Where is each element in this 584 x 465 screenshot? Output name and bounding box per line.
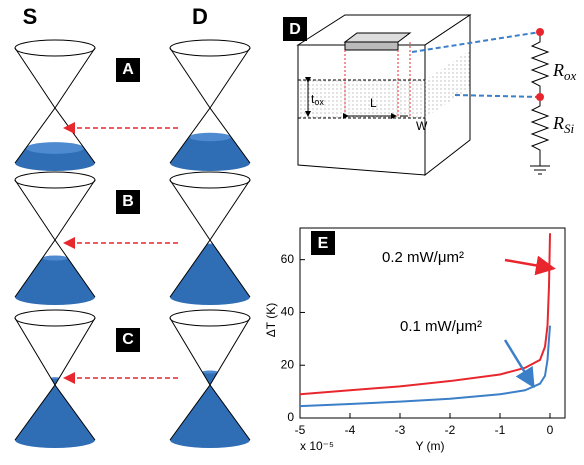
width-label: W <box>416 119 428 133</box>
source-label: S <box>23 4 38 29</box>
legend-label: 0.1 mW/μm² <box>400 318 482 335</box>
panel-label: E <box>318 235 329 252</box>
drain-label: D <box>192 4 208 29</box>
x-tick-label: -4 <box>345 423 356 437</box>
y-axis-label: ΔT (K) <box>264 303 278 337</box>
x-tick-label: 0 <box>547 423 554 437</box>
x-multiplier: x 10⁻⁵ <box>300 439 334 453</box>
cone-rim <box>15 310 95 326</box>
fill-body <box>15 385 95 440</box>
cone-rim <box>170 40 250 56</box>
dirac-cone <box>170 310 250 448</box>
fill-upper <box>202 372 218 385</box>
y-tick-label: 0 <box>287 410 294 424</box>
legend-arrow <box>505 260 551 268</box>
chart-panel: -5 -4 -3 -2 -1 0 0 20 40 60 x 10⁻⁵ Y (m) ΔT (K) E 0.2 … <box>264 228 565 453</box>
fill-body <box>170 385 250 440</box>
cone-rim <box>170 172 250 188</box>
row-label: A <box>122 61 134 78</box>
x-axis-label: Y (m) <box>415 439 444 453</box>
row-label: C <box>122 331 134 348</box>
figure: S D A B C tox L W D Rox RSi -5 -4 -3 -2 -1 0 0 20… <box>0 0 584 465</box>
legend-label: 0.2 mW/μm² <box>382 249 464 266</box>
cone-outline <box>15 48 95 108</box>
fill-surface <box>51 377 59 379</box>
fill-body <box>170 244 250 297</box>
x-tick-label: -1 <box>495 423 506 437</box>
cone-rim <box>170 310 250 326</box>
row-label: B <box>122 193 134 210</box>
y-tick-label: 20 <box>281 357 295 371</box>
dirac-cone <box>170 40 250 171</box>
cone-rim <box>15 40 95 56</box>
x-tick-label: -3 <box>395 423 406 437</box>
y-tick-label: 40 <box>281 305 295 319</box>
cone-outline <box>15 318 95 385</box>
panel-label: D <box>289 21 301 38</box>
fill-body <box>15 258 95 297</box>
cone-outline <box>15 180 95 240</box>
rsi-label: RSi <box>552 113 575 136</box>
series-line <box>300 326 550 406</box>
fill-surface <box>189 133 231 141</box>
dirac-cone <box>15 310 95 448</box>
length-label: L <box>370 96 377 110</box>
dirac-cone <box>15 172 95 305</box>
cone-outline <box>170 48 250 108</box>
dirac-cone <box>15 40 95 171</box>
fill-surface <box>202 370 218 373</box>
fill-surface <box>26 142 84 154</box>
fill-surface <box>42 255 67 260</box>
fill-upper <box>51 378 59 385</box>
cone-panel: S D A B C <box>15 4 250 448</box>
x-tick-label: -2 <box>445 423 456 437</box>
device-panel: tox L W D Rox RSi <box>283 15 577 175</box>
cone-outline <box>170 180 250 240</box>
rox-label: Rox <box>552 60 577 83</box>
x-tick-label: -5 <box>295 423 306 437</box>
legend-arrow <box>505 340 532 384</box>
cone-rim <box>15 172 95 188</box>
dirac-cone <box>170 172 250 305</box>
y-tick-label: 60 <box>281 252 295 266</box>
